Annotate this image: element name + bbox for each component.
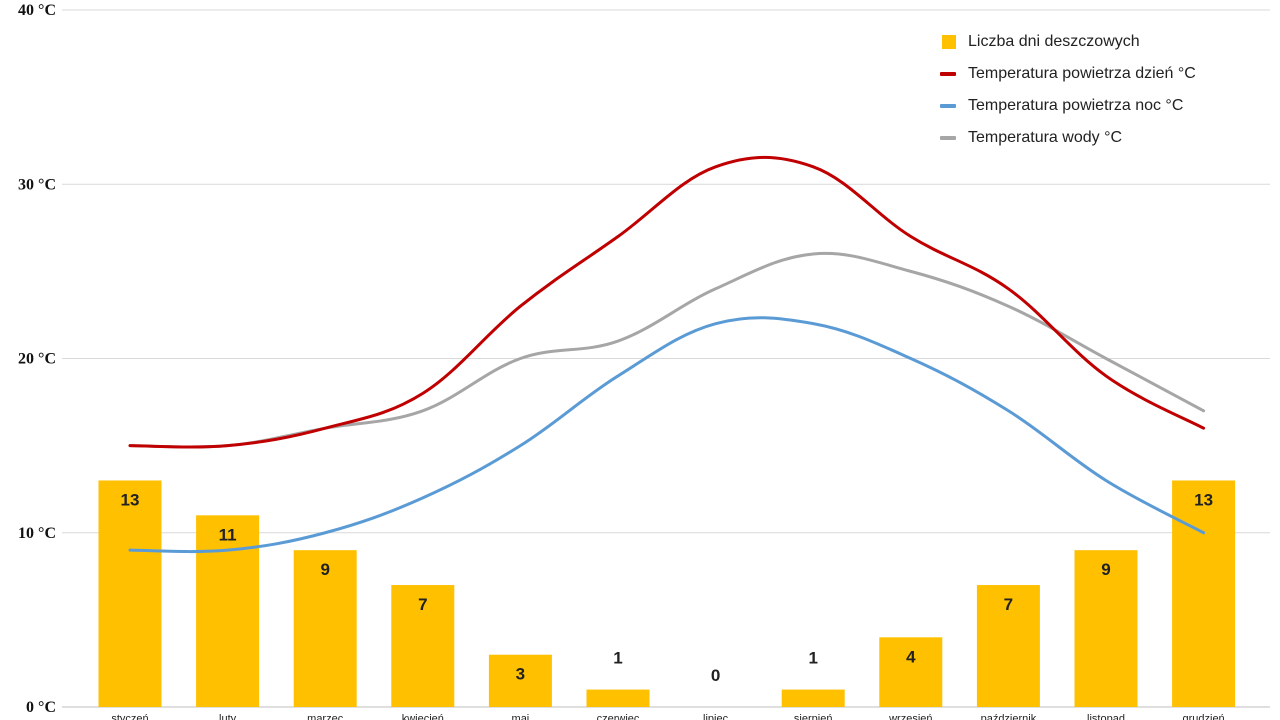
bar-data-label: 13 bbox=[121, 490, 140, 509]
bar bbox=[586, 689, 650, 707]
legend: Liczba dni deszczowych Temperatura powie… bbox=[940, 26, 1196, 154]
x-tick-label: maj bbox=[512, 713, 530, 720]
bar-data-label: 11 bbox=[219, 525, 237, 544]
bar bbox=[976, 585, 1040, 707]
bar bbox=[1172, 480, 1236, 707]
x-tick-label: październik bbox=[981, 713, 1037, 720]
y-tick-label: 0 °C bbox=[26, 699, 56, 716]
legend-swatch-night-temp bbox=[940, 104, 956, 108]
bar-data-label: 7 bbox=[418, 595, 427, 614]
legend-label-rain-days: Liczba dni deszczowych bbox=[968, 33, 1140, 50]
x-tick-label: lipiec bbox=[703, 713, 729, 720]
bar bbox=[293, 550, 357, 707]
legend-item-day-temp: Temperatura powietrza dzień °C bbox=[940, 58, 1196, 90]
bar bbox=[1074, 550, 1138, 707]
line-night-temp bbox=[128, 316, 1206, 554]
bar bbox=[781, 689, 845, 707]
y-tick-label: 30 °C bbox=[18, 176, 56, 193]
line-water-temp bbox=[128, 251, 1206, 449]
bar-data-label: 7 bbox=[1004, 595, 1013, 614]
x-tick-label: kwiecień bbox=[402, 713, 444, 720]
bar bbox=[98, 480, 162, 707]
legend-label-night-temp: Temperatura powietrza noc °C bbox=[968, 97, 1184, 114]
bar-data-label: 9 bbox=[320, 560, 329, 579]
bar bbox=[391, 585, 455, 707]
legend-item-night-temp: Temperatura powietrza noc °C bbox=[940, 90, 1196, 122]
x-tick-label: styczeń bbox=[111, 713, 148, 720]
data-labels: 13 11 9 7 3 1 0 1 4 7 9 13 bbox=[121, 490, 1214, 685]
y-tick-label: 20 °C bbox=[18, 351, 56, 368]
legend-label-day-temp: Temperatura powietrza dzień °C bbox=[968, 65, 1196, 82]
legend-swatch-day-temp bbox=[940, 72, 956, 76]
legend-item-rain-days: Liczba dni deszczowych bbox=[940, 26, 1196, 58]
x-tick-label: sierpień bbox=[794, 713, 833, 720]
legend-label-water-temp: Temperatura wody °C bbox=[968, 129, 1123, 146]
bar bbox=[488, 654, 552, 707]
bar-data-label: 1 bbox=[808, 649, 817, 668]
x-tick-label: luty bbox=[219, 713, 237, 720]
line-day-temp bbox=[128, 155, 1206, 449]
bar-data-label: 4 bbox=[906, 647, 916, 666]
bar-series bbox=[98, 480, 1236, 707]
y-tick-label: 40 °C bbox=[18, 2, 56, 19]
bar-data-label: 13 bbox=[1194, 490, 1213, 509]
x-tick-label: marzec bbox=[307, 713, 344, 720]
bar-data-label: 0 bbox=[711, 666, 720, 685]
x-tick-label: listopad bbox=[1087, 713, 1125, 720]
x-tick-label: grudzień bbox=[1182, 713, 1224, 720]
legend-swatch-water-temp bbox=[940, 136, 956, 140]
legend-item-water-temp: Temperatura wody °C bbox=[940, 122, 1196, 154]
x-tick-label: czerwiec bbox=[597, 713, 640, 720]
y-axis-ticks: 0 °C 10 °C 20 °C 30 °C 40 °C bbox=[18, 2, 56, 716]
bar-data-label: 9 bbox=[1101, 560, 1110, 579]
gridlines bbox=[62, 9, 1270, 708]
bar-data-label: 3 bbox=[516, 665, 525, 684]
line-series bbox=[128, 155, 1206, 554]
x-tick-label: wrzesień bbox=[888, 713, 932, 720]
legend-swatch-rain-days bbox=[942, 35, 956, 49]
bar-data-label: 1 bbox=[613, 649, 622, 668]
bar bbox=[879, 637, 943, 707]
x-axis-ticks: styczeń luty marzec kwiecień maj czerwiec lipi… bbox=[111, 713, 1224, 720]
y-tick-label: 10 °C bbox=[18, 525, 56, 542]
